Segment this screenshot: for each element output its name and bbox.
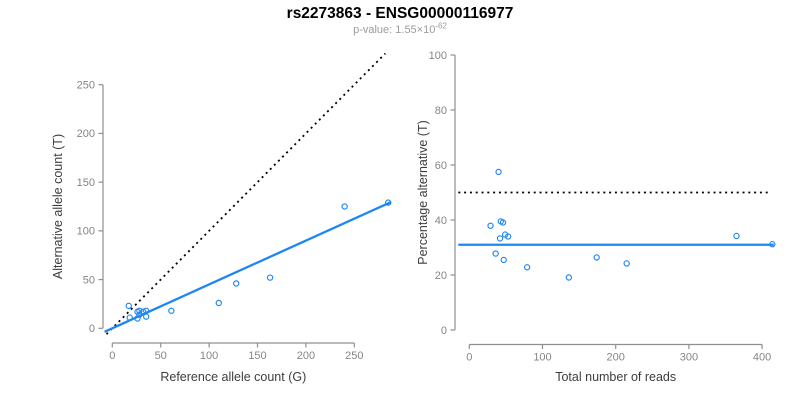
x-tick-label: 50 (155, 350, 167, 362)
y-tick-label: 40 (435, 215, 447, 227)
data-point (487, 222, 494, 229)
data-point (492, 250, 499, 257)
y-tick-label: 50 (83, 274, 95, 286)
data-point (233, 280, 240, 287)
x-axis-title: Total number of reads (555, 370, 676, 384)
figure-subtitle: p-value: 1.55×10-62 (0, 21, 800, 36)
pvalue-exponent: -62 (435, 21, 447, 31)
y-tick-label: 0 (89, 323, 95, 335)
scatter-panel-left: 0 50 100 150 200 250 0 50 100 150 200 250 Reference … (51, 52, 392, 384)
data-point (385, 199, 392, 206)
data-point (733, 232, 740, 240)
figure-title: rs2273863 - ENSG00000116977 (286, 5, 514, 22)
y-tick-label: 200 (77, 128, 95, 140)
data-point (136, 307, 143, 314)
data-point (593, 254, 600, 261)
x-tick-label: 250 (345, 350, 363, 362)
y-tick-label: 60 (435, 160, 447, 172)
data-point (168, 307, 175, 314)
pvalue-text: p-value: 1.55×10 (353, 24, 436, 36)
data-point (504, 233, 512, 240)
data-point (565, 274, 573, 281)
data-point (623, 260, 630, 267)
identity-line (105, 52, 386, 335)
data-point (341, 203, 348, 210)
y-tick-label: 0 (441, 325, 447, 337)
x-tick-label: 100 (533, 352, 551, 364)
y-tick-label: 150 (77, 177, 95, 189)
data-point (215, 299, 222, 307)
y-tick-label: 250 (77, 80, 95, 92)
data-point (769, 241, 776, 248)
y-tick-label: 80 (435, 105, 447, 117)
data-point (500, 256, 507, 264)
y-tick-label: 100 (429, 50, 447, 62)
x-tick-label: 400 (753, 352, 771, 364)
x-tick-label: 100 (200, 350, 218, 362)
data-point (523, 264, 531, 271)
data-point (126, 314, 133, 321)
y-axis-title: Alternative allele count (T) (51, 134, 65, 279)
y-tick-label: 20 (435, 270, 447, 282)
data-point (496, 235, 504, 242)
fit-line (104, 200, 392, 333)
data-point (134, 315, 141, 322)
x-axis-title: Reference allele count (G) (160, 370, 306, 384)
x-tick-label: 300 (680, 352, 698, 364)
y-axis-title: Percentage alternative (T) (416, 120, 430, 265)
x-tick-label: 0 (109, 350, 115, 362)
scatter-panel-right: 0 100 200 300 400 0 20 40 60 80 100 Total number of… (416, 50, 776, 384)
x-tick-label: 200 (297, 350, 315, 362)
data-point (495, 168, 502, 176)
data-point (125, 302, 132, 310)
x-tick-label: 150 (248, 350, 266, 362)
data-point (143, 307, 150, 314)
data-point (143, 313, 150, 320)
x-tick-label: 200 (607, 352, 625, 364)
data-point (266, 274, 274, 281)
data-point (499, 219, 507, 226)
x-tick-label: 0 (466, 352, 472, 364)
y-tick-label: 100 (77, 226, 95, 238)
data-point (140, 308, 147, 315)
